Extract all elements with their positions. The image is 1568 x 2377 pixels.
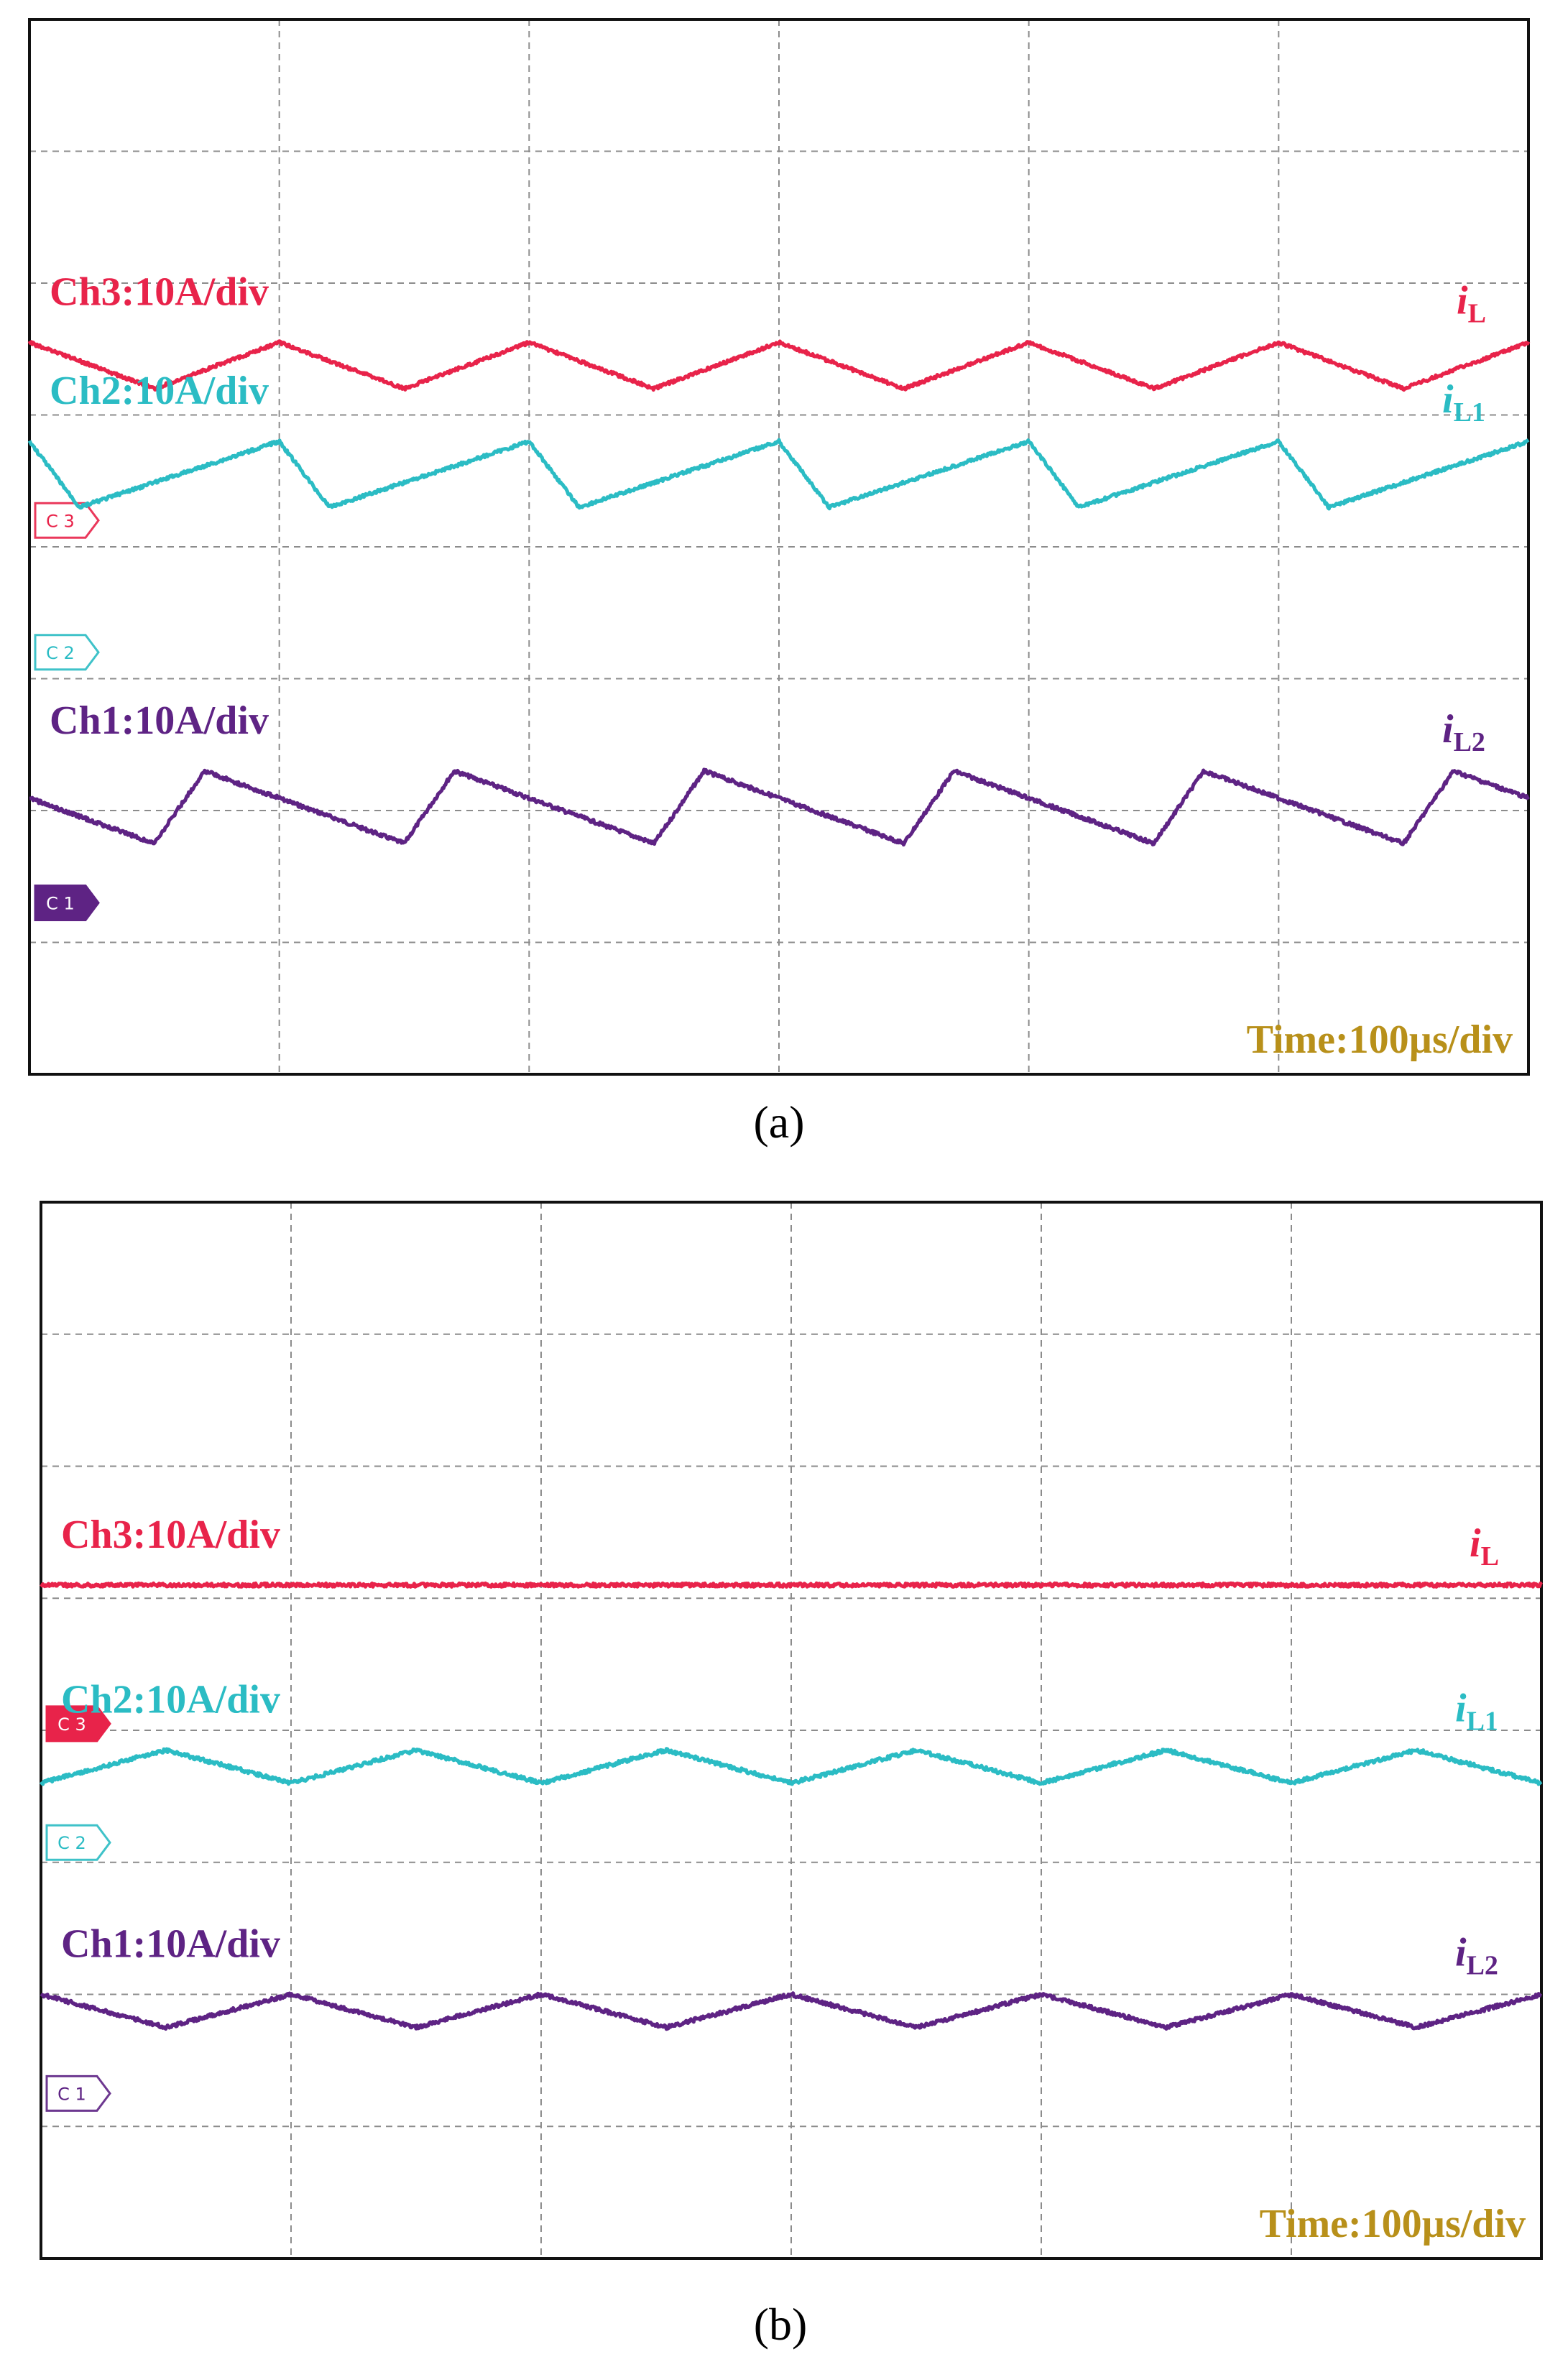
channel-marker-shape — [34, 634, 100, 671]
channel-marker-shape — [34, 884, 100, 921]
channel-label-c2: Ch2:10A/div — [61, 1678, 280, 1722]
channel-label-c1: Ch1:10A/div — [50, 698, 269, 743]
scope-frame — [28, 18, 1530, 1076]
channel-marker-text: C 2 — [57, 1833, 86, 1853]
channel-marker-c3: C 3 — [45, 1705, 111, 1743]
scope-panel-a: Ch3:10A/div iL C 3 Ch2:10A/div iL1 C 2 Ch1:10A… — [27, 18, 1531, 1076]
panel-b-caption: (b) — [753, 2299, 808, 2350]
channel-marker-c1: C 1 — [45, 2074, 111, 2112]
channel-marker-text: C 3 — [46, 511, 75, 531]
channel-marker-c3: C 3 — [34, 502, 100, 539]
trace-c1 — [40, 1991, 1543, 2031]
trace-label-c1: iL2 — [1455, 1931, 1498, 1981]
channel-label-c3: Ch3:10A/div — [61, 1513, 280, 1557]
time-base-label: Time:100µs/div — [1247, 1017, 1513, 1062]
trace-c1 — [28, 767, 1531, 847]
trace-c3 — [27, 339, 1531, 392]
channel-marker-shape — [45, 1705, 111, 1743]
trace-label-c3: iL — [1457, 279, 1486, 329]
channel-label-c3: Ch3:10A/div — [50, 270, 269, 315]
time-base-label: Time:100µs/div — [1260, 2202, 1526, 2246]
trace-label-c2: iL1 — [1455, 1686, 1498, 1737]
trace-c2 — [39, 1747, 1543, 1786]
trace-label-c2: iL1 — [1442, 377, 1485, 428]
trace-label-subscript: L1 — [1467, 1707, 1498, 1737]
trace-label-subscript: L2 — [1454, 727, 1485, 757]
trace-c3 — [40, 1581, 1544, 1589]
channel-marker-text: C 1 — [46, 893, 75, 913]
trace-label-subscript: L — [1481, 1541, 1499, 1571]
trace-label-subscript: L1 — [1454, 397, 1485, 428]
trace-label-c3: iL — [1470, 1521, 1499, 1571]
scope-frame — [40, 1201, 1543, 2260]
channel-marker-shape — [45, 1824, 111, 1861]
channel-marker-c1: C 1 — [34, 884, 100, 921]
channel-marker-shape — [45, 2074, 111, 2112]
trace-label-subscript: L2 — [1467, 1951, 1498, 1981]
panel-a-caption: (a) — [753, 1097, 805, 1148]
trace-label-c1: iL2 — [1442, 707, 1485, 757]
channel-marker-c2: C 2 — [34, 634, 100, 671]
trace-c2 — [27, 438, 1530, 511]
channel-marker-text: C 2 — [46, 643, 75, 663]
channel-label-c2: Ch2:10A/div — [50, 369, 269, 413]
channel-marker-text: C 3 — [57, 1714, 86, 1735]
channel-marker-c2: C 2 — [45, 1824, 111, 1861]
channel-marker-text: C 1 — [57, 2084, 86, 2104]
channel-label-c1: Ch1:10A/div — [61, 1922, 280, 1967]
trace-label-subscript: L — [1468, 299, 1486, 329]
